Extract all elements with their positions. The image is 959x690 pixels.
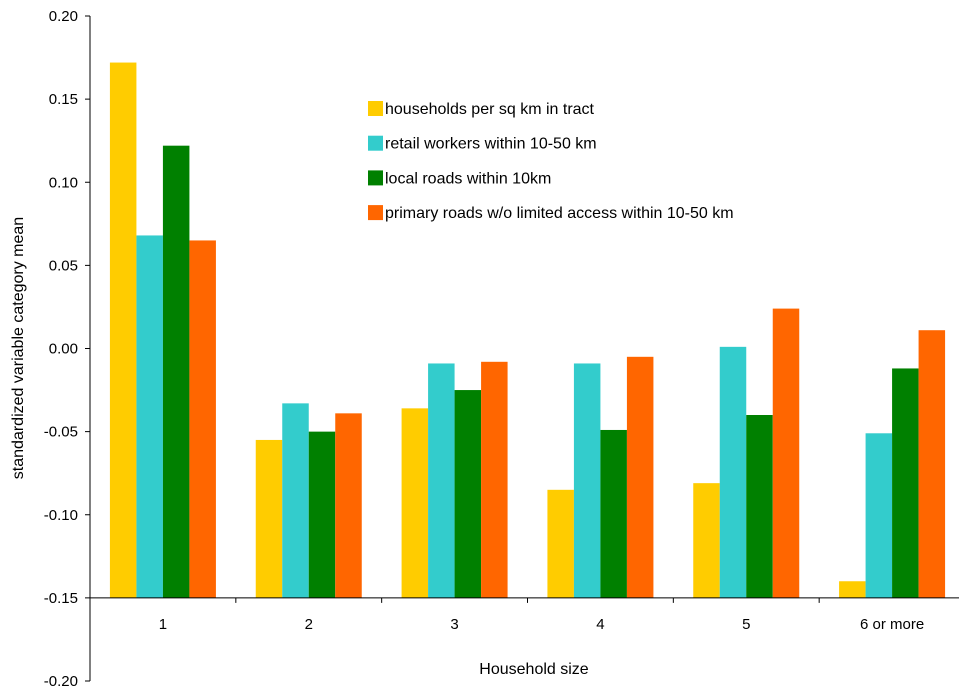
- bar-2-category-3: [428, 363, 455, 598]
- bar-3-category-1: [162, 145, 190, 598]
- legend-label: retail workers within 10-50 km: [385, 136, 597, 153]
- bar-1-category-4: [547, 489, 574, 598]
- bar-1-category-6: [839, 581, 866, 598]
- bar-4-category-3: [481, 361, 508, 598]
- legend-swatch: [368, 205, 383, 221]
- x-tick-label: 2: [305, 616, 313, 633]
- x-tick-label: 1: [159, 616, 167, 633]
- bar-4-category-6: [918, 330, 946, 598]
- bar-1-category-1: [109, 62, 137, 598]
- legend-label: households per sq km in tract: [385, 101, 595, 118]
- y-tick-label: 0.15: [49, 91, 78, 108]
- legend-label: primary roads w/o limited access within …: [385, 205, 734, 222]
- y-tick-label: 0.05: [49, 257, 78, 274]
- bar-3-category-3: [454, 390, 482, 598]
- bar-4-category-4: [626, 356, 654, 598]
- legend-label: local roads within 10km: [385, 170, 551, 187]
- bars-layer: [109, 62, 946, 598]
- x-tick-label: 5: [742, 616, 750, 633]
- y-tick-label: -0.05: [44, 424, 78, 441]
- y-tick-label: 0.20: [49, 8, 78, 25]
- bar-4-category-2: [335, 413, 362, 598]
- x-tick-label: 4: [596, 616, 604, 633]
- legend-swatch: [368, 135, 383, 151]
- x-tick-label: 6 or more: [860, 616, 924, 633]
- y-tick-label: 0.00: [49, 341, 78, 358]
- bar-2-category-1: [136, 235, 163, 598]
- y-tick-label: -0.15: [44, 590, 78, 607]
- legend-swatch: [368, 101, 383, 116]
- axes-layer: 0.20 0.15 0.10 0.05 0.00 -0.05 -0.10 -0.15 -0.20…: [44, 8, 959, 690]
- bar-2-category-6: [865, 433, 893, 598]
- y-axis-title: standardized variable category mean: [10, 217, 27, 479]
- bar-3-category-4: [600, 429, 627, 598]
- bar-2-category-4: [573, 363, 601, 598]
- x-tick-label: 3: [450, 616, 458, 633]
- bar-1-category-2: [255, 439, 283, 598]
- bar-2-category-2: [282, 403, 309, 598]
- legend-swatch: [368, 170, 383, 186]
- x-axis-title: Household size: [479, 661, 589, 678]
- bar-1-category-3: [401, 408, 429, 598]
- legend: households per sq km in tract retail work…: [368, 101, 734, 222]
- y-tick-label: -0.20: [44, 673, 78, 690]
- y-tick-label: 0.10: [49, 174, 78, 191]
- y-tick-label: -0.10: [44, 507, 78, 524]
- bar-1-category-5: [693, 483, 720, 598]
- bar-3-category-6: [892, 368, 919, 598]
- bar-3-category-2: [308, 431, 336, 598]
- bar-4-category-1: [189, 240, 216, 598]
- bar-3-category-5: [746, 415, 773, 598]
- bar-4-category-5: [772, 308, 800, 598]
- bar-2-category-5: [719, 346, 747, 598]
